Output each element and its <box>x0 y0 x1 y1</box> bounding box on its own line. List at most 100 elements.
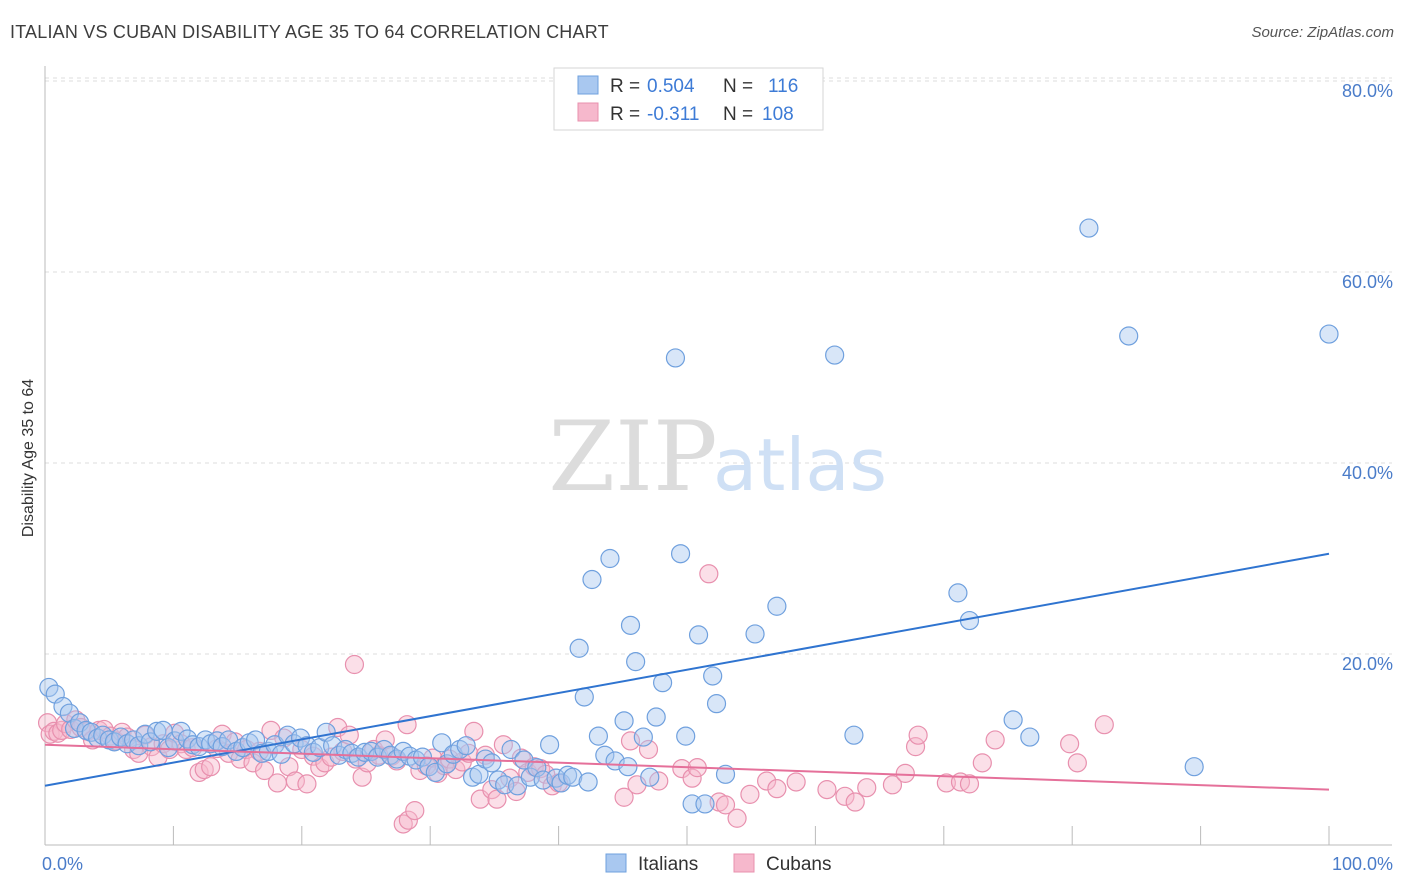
italians-point-107 <box>703 666 723 686</box>
italians-point-114 <box>948 583 968 603</box>
italians-point-102 <box>670 544 691 564</box>
italians-points <box>39 218 1339 814</box>
cubans-point-106 <box>786 772 806 792</box>
y-tick-label-2: 60.0% <box>1342 272 1393 292</box>
grid-lines <box>45 77 1392 655</box>
cubans-point-99 <box>699 564 719 584</box>
cubans-point-119 <box>985 730 1005 750</box>
cubans-point-102 <box>727 808 747 828</box>
source-label: Source: ZipAtlas.com <box>1251 24 1394 41</box>
watermark-atlas: atlas <box>713 423 887 507</box>
y-tick-labels: 20.0% 40.0% 60.0% 80.0% <box>1342 81 1393 674</box>
italians-point-63 <box>432 733 452 753</box>
cubans-point-104 <box>757 771 777 791</box>
italians-point-118 <box>1079 218 1099 238</box>
cubans-point-108 <box>835 786 855 806</box>
bottom-legend-cubans: Cubans <box>766 854 832 875</box>
italians-point-86 <box>574 687 594 707</box>
cubans-point-115 <box>936 773 956 793</box>
italians-point-78 <box>527 758 547 778</box>
cubans-point-120 <box>1060 734 1080 754</box>
italians-point-101 <box>665 348 686 368</box>
legend-n-value-italians: 116 <box>768 76 798 97</box>
legend-r-value-cubans: -0.311 <box>647 104 699 125</box>
italians-point-120 <box>1184 757 1204 777</box>
cubans-point-105 <box>767 779 787 799</box>
x-tick-label-0: 0.0% <box>42 854 83 874</box>
italians-point-119 <box>1119 326 1139 346</box>
cubans-point-81 <box>506 781 526 802</box>
x-tick-labels: 0.0% 100.0% <box>42 854 1393 874</box>
italians-point-87 <box>582 569 602 590</box>
italians-point-108 <box>706 694 727 714</box>
italians-point-103 <box>676 726 696 746</box>
italians-point-98 <box>640 767 660 787</box>
cubans-point-118 <box>972 753 992 773</box>
italians-point-71 <box>482 753 502 773</box>
cubans-point-41 <box>267 773 288 793</box>
italians-point-94 <box>618 757 638 777</box>
cubans-point-112 <box>895 763 915 783</box>
italians-point-95 <box>620 615 641 635</box>
italians-point-18 <box>147 721 167 741</box>
y-tick-label-3: 80.0% <box>1342 81 1393 101</box>
italians-point-85 <box>569 638 589 658</box>
italians-point-106 <box>695 794 715 814</box>
axes <box>44 66 1392 846</box>
cubans-point-30 <box>201 757 221 777</box>
cubans-point-63 <box>398 810 418 830</box>
italians-point-88 <box>578 772 598 792</box>
italians-point-3 <box>59 703 79 723</box>
y-axis-label: Disability Age 35 to 64 <box>20 379 37 537</box>
italians-trend-line <box>44 552 1330 787</box>
cubans-point-101 <box>715 795 736 815</box>
italians-point-96 <box>626 652 646 672</box>
cubans-point-111 <box>882 775 903 795</box>
legend-swatch-italians <box>577 75 599 95</box>
y-tick-label-1: 40.0% <box>1342 463 1393 483</box>
cubans-point-77 <box>482 780 502 800</box>
cubans-point-91 <box>614 787 634 807</box>
chart-title: ITALIAN VS CUBAN DISABILITY AGE 35 TO 64… <box>10 22 609 42</box>
cubans-point-109 <box>845 792 865 812</box>
cubans-point-113 <box>905 737 926 757</box>
italians-point-80 <box>540 735 560 755</box>
italians-point-15 <box>129 736 149 756</box>
cubans-point-103 <box>740 784 760 804</box>
italians-point-91 <box>600 548 620 569</box>
cubans-point-96 <box>672 758 692 779</box>
legend-n-label-cubans: N = <box>723 104 753 125</box>
legend-r-value-italians: 0.504 <box>647 76 695 97</box>
italians-point-97 <box>633 727 653 747</box>
italians-point-74 <box>501 739 521 760</box>
cubans-point-107 <box>817 780 837 800</box>
legend-r-label-italians: R = <box>610 76 640 97</box>
cubans-point-28 <box>189 762 209 783</box>
stats-legend: R = 0.504 N = 116 R = -0.311 N = 108 <box>553 67 824 131</box>
cubans-point-121 <box>1067 753 1087 773</box>
italians-point-109 <box>715 764 736 784</box>
cubans-point-64 <box>405 801 425 821</box>
cubans-point-59 <box>375 730 395 750</box>
italians-point-67 <box>456 736 476 756</box>
cubans-point-117 <box>959 774 980 794</box>
cubans-point-94 <box>638 739 659 760</box>
cubans-point-62 <box>393 814 413 834</box>
italians-point-84 <box>563 767 583 787</box>
italians-point-100 <box>653 673 673 693</box>
cubans-point-110 <box>857 778 877 798</box>
bottom-legend-swatch-italians <box>605 853 627 873</box>
italians-point-110 <box>745 624 765 644</box>
y-tick-label-0: 20.0% <box>1342 654 1393 674</box>
cubans-point-122 <box>1094 715 1114 735</box>
legend-n-label-italians: N = <box>723 76 753 97</box>
italians-point-17 <box>140 732 160 752</box>
italians-point-93 <box>614 711 634 731</box>
series-legend: Italians Cubans <box>605 853 832 875</box>
italians-point-117 <box>1020 727 1040 747</box>
legend-n-value-cubans: 108 <box>762 104 794 125</box>
cubans-point-89 <box>344 654 365 675</box>
x-tick-label-1: 100.0% <box>1332 854 1393 874</box>
italians-point-82 <box>551 773 571 793</box>
